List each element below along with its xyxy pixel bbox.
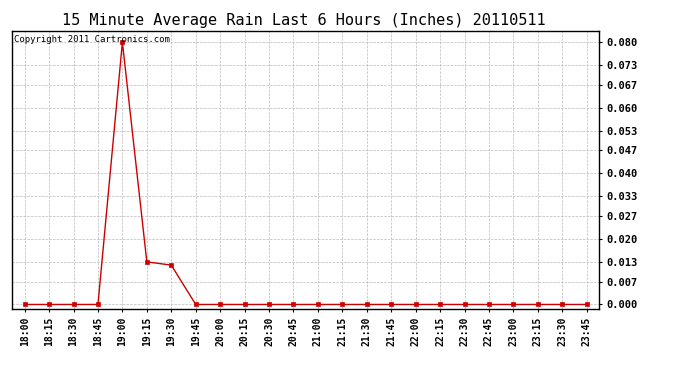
Text: 15 Minute Average Rain Last 6 Hours (Inches) 20110511: 15 Minute Average Rain Last 6 Hours (Inc… <box>62 13 545 28</box>
Text: Copyright 2011 Cartronics.com: Copyright 2011 Cartronics.com <box>14 35 170 44</box>
